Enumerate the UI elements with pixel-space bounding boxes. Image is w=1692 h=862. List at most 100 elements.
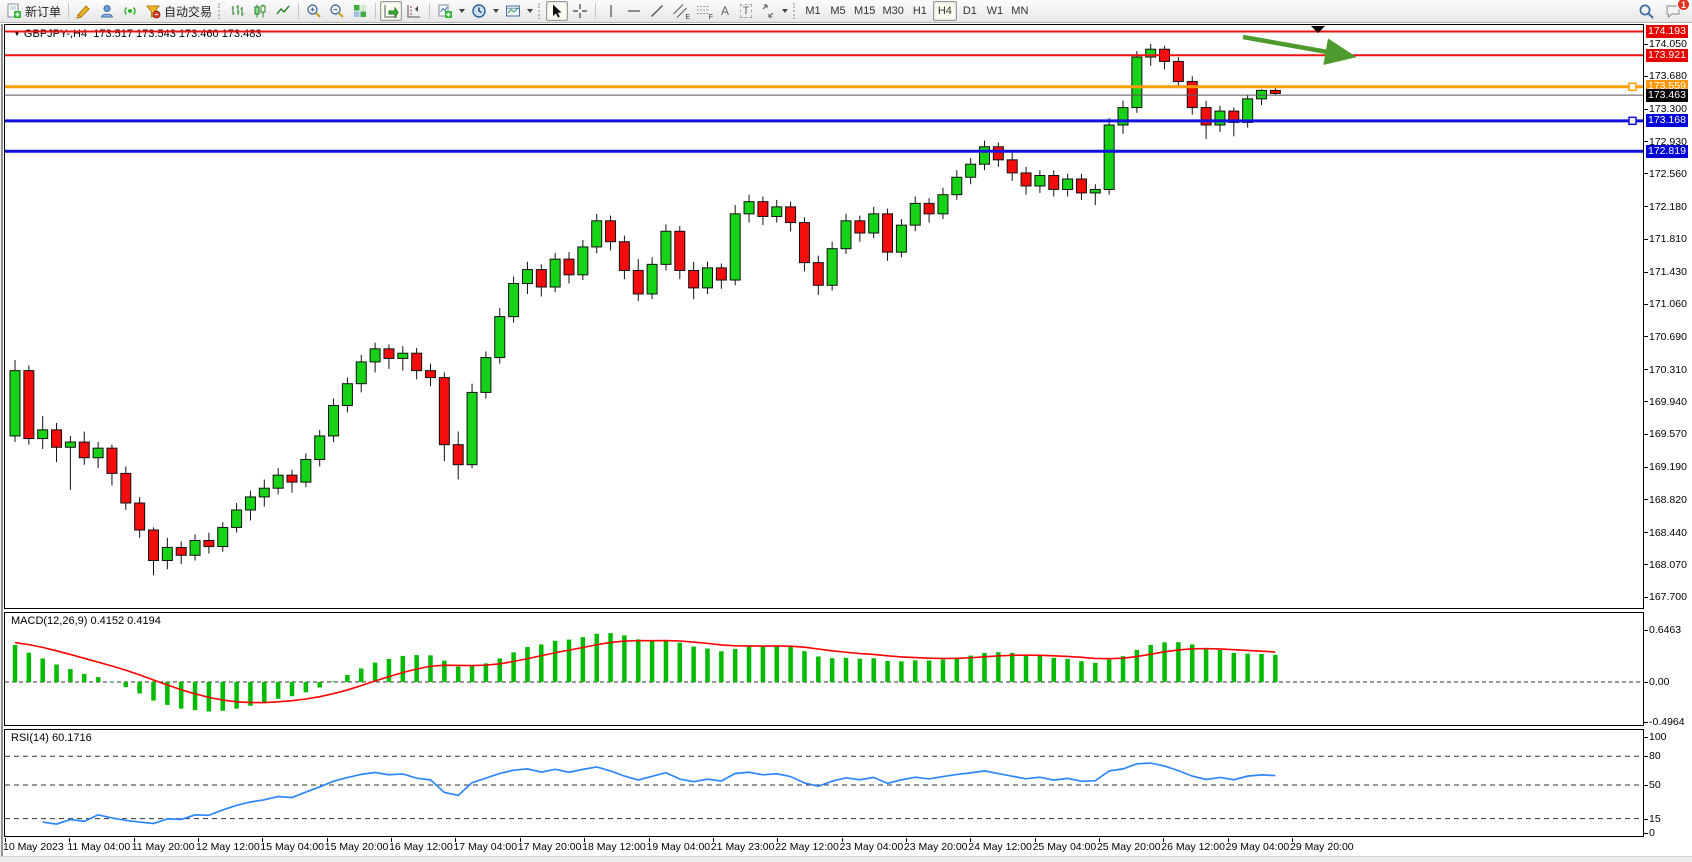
timeframe-tab-M15[interactable]: M15: [854, 5, 876, 17]
time-tick-mark: [69, 838, 71, 842]
timeframe-tab-M5[interactable]: M5: [830, 5, 846, 17]
rsi-axis-label: 50: [1649, 779, 1661, 791]
toolbar-grip[interactable]: [538, 3, 542, 19]
timeframe-tab-M1[interactable]: M1: [805, 5, 821, 17]
search-button[interactable]: [1635, 1, 1658, 21]
rsi-tick-mark: [1644, 785, 1648, 786]
candle-body: [9, 370, 21, 437]
macd-panel: MACD(12,26,9) 0.4152 0.4194: [4, 612, 1644, 726]
time-tick-mark: [1163, 838, 1165, 842]
line-drag-handle[interactable]: [1628, 82, 1637, 92]
timeframe-tab-M30[interactable]: M30: [882, 5, 904, 17]
trendline-icon: [651, 5, 663, 17]
text-label-tool-button[interactable]: T: [736, 1, 756, 21]
signal-button[interactable]: [119, 1, 141, 21]
price-tick-label: 170.690: [1649, 330, 1687, 343]
time-tick-label: 11 May 20:00: [131, 841, 195, 853]
chart-shift-marker[interactable]: [1311, 26, 1325, 33]
dropdown-arrow-icon[interactable]: [459, 9, 466, 13]
rsi-axis-label: 0: [1649, 827, 1655, 839]
channel-letter: E: [685, 14, 691, 21]
timeframe-bar: M1 M5 M15 M30 H1 H4 D1 W1 MN: [801, 1, 1032, 21]
price-tick-mark: [1644, 303, 1648, 305]
zoom-out-button[interactable]: [326, 1, 348, 21]
notifications-button[interactable]: 1: [1662, 0, 1690, 21]
zoom-in-button[interactable]: [303, 1, 325, 21]
cursor-tool-button[interactable]: [546, 1, 569, 21]
indicators-button[interactable]: [434, 1, 456, 21]
crosshair-tool-button[interactable]: [569, 1, 591, 21]
candle-body: [715, 267, 727, 281]
candle-body: [1075, 178, 1087, 194]
crayon-button[interactable]: [73, 1, 95, 21]
price-tick-mark: [1644, 596, 1648, 598]
zoom-out-icon: [330, 4, 344, 18]
symbol-dropdown-marker-icon[interactable]: ▼: [13, 29, 21, 38]
time-tick-label: 25 May 20:00: [1096, 841, 1161, 853]
horizontal-line-tool-button[interactable]: [623, 1, 645, 21]
separator: [375, 3, 377, 19]
candle-body: [965, 163, 977, 178]
text-tool-button[interactable]: A: [715, 1, 735, 21]
candle-body: [314, 435, 326, 460]
price-tick-mark: [1644, 369, 1648, 371]
arrows-tool-button[interactable]: [757, 1, 779, 21]
dropdown-arrow-icon[interactable]: [782, 9, 789, 13]
rsi-axis-label: 100: [1649, 731, 1667, 743]
timeframe-tab-W1[interactable]: W1: [986, 5, 1004, 17]
candle-body: [120, 472, 132, 504]
price-tick-label: 174.050: [1649, 38, 1687, 50]
candle-body: [64, 441, 76, 448]
price-tick-label: 169.190: [1649, 461, 1687, 474]
trend-arrow-annotation[interactable]: [1242, 34, 1357, 65]
candle-body: [563, 258, 575, 276]
candle-body: [1062, 178, 1074, 190]
candle-body: [1103, 124, 1115, 190]
main-chart-panel: ▼ GBPJPY-,H4 173.517 173.543 173.460 173.…: [4, 24, 1644, 609]
time-tick-label: 22 May 12:00: [775, 841, 839, 853]
price-axis[interactable]: 174.050 173.680 173.300 172.930 172.560 172.1…: [1644, 24, 1692, 839]
window-left-edge: [0, 24, 4, 862]
templates-button[interactable]: [502, 1, 524, 21]
dropdown-arrow-icon[interactable]: [493, 9, 500, 13]
price-tick-mark: [1644, 433, 1648, 435]
fibonacci-tool-button[interactable]: F: [692, 1, 714, 21]
periods-button[interactable]: [468, 1, 490, 21]
auto-scroll-button[interactable]: [380, 1, 403, 21]
bar-chart-button[interactable]: [226, 1, 248, 21]
candle-body: [1172, 60, 1184, 82]
vertical-line-tool-button[interactable]: [600, 1, 622, 21]
cursor-icon: [553, 4, 562, 18]
time-tick-mark: [1034, 838, 1036, 842]
crosshair-icon: [573, 4, 588, 18]
rsi-line: [42, 762, 1276, 825]
time-axis[interactable]: 10 May 2023 11 May 04:00 11 May 20:00 12 Ma…: [3, 838, 1644, 856]
time-tick-mark: [519, 838, 521, 842]
candle-body: [466, 391, 478, 466]
line-drag-handle[interactable]: [1628, 116, 1637, 126]
candle-body: [743, 201, 755, 215]
candle-body: [1214, 110, 1226, 126]
dropdown-arrow-icon[interactable]: [527, 9, 534, 13]
candle-body: [1089, 188, 1101, 194]
candlestick-button[interactable]: [249, 1, 271, 21]
toolbar-grip[interactable]: [218, 3, 222, 19]
text-tool-letter: A: [721, 4, 730, 18]
timeframe-tab-H4[interactable]: H4: [932, 1, 957, 21]
candle-body: [452, 444, 464, 466]
price-tick-label: 168.820: [1649, 493, 1687, 506]
channel-tool-button[interactable]: E: [669, 1, 691, 21]
profile-button[interactable]: [96, 1, 118, 21]
auto-trading-button[interactable]: 自动交易: [142, 1, 215, 21]
timeframe-tab-MN[interactable]: MN: [1011, 5, 1029, 17]
new-order-button[interactable]: 新订单: [3, 1, 64, 21]
toolbar-grip[interactable]: [793, 3, 797, 19]
timeframe-tab-H1[interactable]: H1: [912, 5, 927, 17]
tile-windows-button[interactable]: [349, 1, 371, 21]
price-tick-label: 171.060: [1649, 298, 1687, 311]
chart-shift-button[interactable]: [403, 1, 425, 21]
timeframe-tab-D1[interactable]: D1: [962, 5, 977, 17]
trendline-tool-button[interactable]: [646, 1, 668, 21]
line-chart-button[interactable]: [272, 1, 294, 21]
